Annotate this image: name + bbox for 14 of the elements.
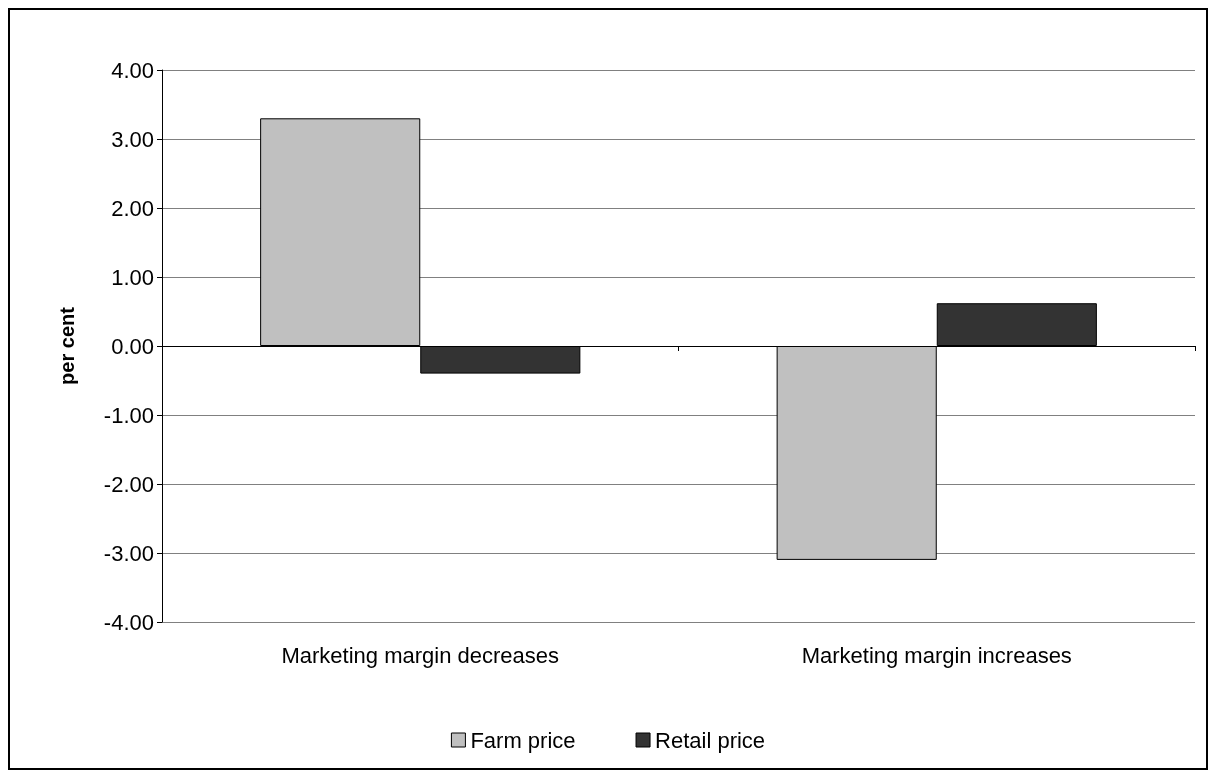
y-tick-label: -3.00	[103, 540, 154, 566]
y-tick-label: -4.00	[103, 609, 154, 635]
y-tick-label: 4.00	[111, 57, 154, 83]
x-tick-label: Marketing margin decreases	[281, 642, 560, 668]
y-tick-label: -1.00	[103, 402, 154, 428]
y-tick-label: 3.00	[111, 126, 154, 152]
legend-label: Farm price	[470, 727, 576, 753]
y-axis-title: per cent	[56, 306, 78, 385]
y-tick-label: 1.00	[111, 264, 154, 290]
x-tick-label: Marketing margin increases	[801, 642, 1072, 668]
y-tick-label: -2.00	[103, 471, 154, 497]
y-tick-label: 2.00	[111, 195, 154, 221]
y-tick-label: 0.00	[111, 333, 154, 359]
legend-label: Retail price	[655, 727, 766, 753]
